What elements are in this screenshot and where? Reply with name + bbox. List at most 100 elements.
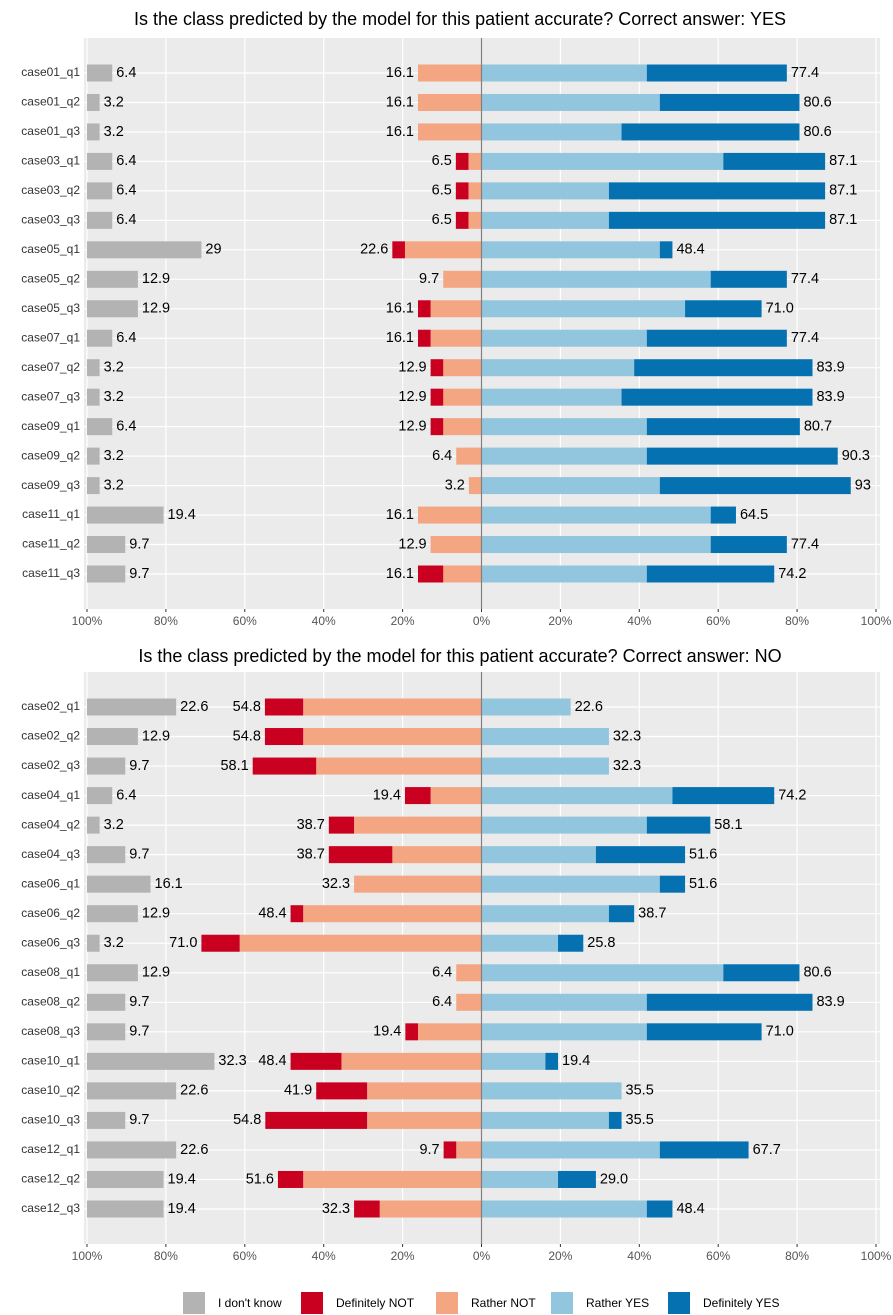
bar-segment [265, 1111, 368, 1129]
x-tick-label: 100% [72, 1249, 103, 1263]
bar-dont-know [87, 123, 100, 141]
negative-total-label: 6.4 [432, 994, 452, 1010]
positive-total-label: 32.3 [613, 728, 641, 744]
bar-segment [239, 934, 482, 952]
category-label: case10_q2 [21, 1083, 80, 1097]
bar-segment [481, 1023, 647, 1041]
negative-total-label: 54.8 [233, 699, 261, 715]
legend-swatch [183, 1292, 205, 1314]
bar-segment [455, 152, 469, 170]
category-label: case11_q3 [22, 566, 80, 580]
bar-segment [417, 565, 444, 583]
bar-dont-know [87, 329, 113, 347]
bar-segment [659, 93, 800, 111]
bar-dont-know [87, 1052, 215, 1070]
bar-segment [367, 1111, 482, 1129]
bar-segment [430, 329, 482, 347]
bar-segment [481, 1052, 546, 1070]
bar-segment [710, 506, 736, 524]
bar-segment [367, 1082, 482, 1100]
bar-dont-know [87, 447, 100, 465]
category-label: case06_q3 [21, 935, 80, 949]
positive-total-label: 38.7 [638, 906, 666, 922]
x-tick-label: 100% [72, 614, 103, 628]
bar-segment [277, 1170, 304, 1188]
negative-total-label: 6.5 [432, 153, 452, 169]
bar-segment [481, 359, 635, 377]
dont-know-label: 9.7 [129, 1112, 149, 1128]
positive-total-label: 77.4 [791, 330, 819, 346]
positive-total-label: 25.8 [587, 935, 615, 951]
category-label: case01_q2 [21, 95, 80, 109]
negative-total-label: 16.1 [386, 301, 414, 317]
dont-know-label: 9.7 [129, 758, 149, 774]
positive-total-label: 80.7 [804, 418, 832, 434]
chart-title: Is the class predicted by the model for … [134, 9, 786, 29]
bar-segment [430, 388, 444, 406]
bar-segment [316, 1082, 368, 1100]
bar-segment [379, 1200, 482, 1218]
category-label: case09_q3 [21, 478, 80, 492]
positive-total-label: 71.0 [766, 1024, 794, 1040]
x-tick-label: 100% [861, 614, 892, 628]
bar-dont-know [87, 93, 100, 111]
negative-total-label: 19.4 [373, 787, 401, 803]
bar-segment [481, 934, 559, 952]
bar-segment [328, 816, 355, 834]
category-label: case02_q1 [21, 699, 80, 713]
bar-segment [481, 300, 686, 318]
legend-label: Definitely NOT [336, 1296, 415, 1310]
dont-know-label: 6.4 [116, 787, 136, 803]
bar-segment [710, 270, 787, 288]
dont-know-label: 9.7 [129, 536, 149, 552]
bar-segment [481, 728, 609, 746]
bar-dont-know [87, 728, 138, 746]
positive-total-label: 77.4 [791, 65, 819, 81]
bar-segment [608, 1111, 622, 1129]
bar-segment [417, 329, 431, 347]
bar-segment [468, 152, 482, 170]
bar-dont-know [87, 1141, 177, 1159]
bar-segment [481, 816, 647, 834]
positive-total-label: 80.6 [803, 124, 831, 140]
dont-know-label: 12.9 [142, 728, 170, 744]
bar-segment [341, 1052, 482, 1070]
dont-know-label: 6.4 [116, 183, 136, 199]
negative-total-label: 51.6 [246, 1171, 274, 1187]
negative-total-label: 22.6 [360, 242, 388, 258]
dont-know-label: 22.6 [180, 1083, 208, 1099]
bar-segment [646, 418, 800, 436]
bar-segment [303, 1170, 482, 1188]
bar-dont-know [87, 270, 138, 288]
negative-total-label: 16.1 [386, 94, 414, 110]
positive-total-label: 32.3 [613, 758, 641, 774]
category-label: case08_q3 [21, 1024, 80, 1038]
bar-segment [646, 565, 775, 583]
x-tick-label: 0% [473, 1249, 491, 1263]
negative-total-label: 38.7 [297, 846, 325, 862]
legend-label: Rather NOT [471, 1296, 536, 1310]
bar-segment [455, 182, 469, 200]
category-label: case05_q1 [21, 242, 80, 256]
dont-know-label: 19.4 [168, 1201, 196, 1217]
positive-total-label: 51.6 [689, 876, 717, 892]
x-tick-label: 80% [785, 1249, 809, 1263]
category-label: case07_q3 [21, 389, 80, 403]
bar-segment [595, 846, 686, 864]
legend-swatch [668, 1292, 690, 1314]
bar-segment [481, 1141, 660, 1159]
category-label: case10_q3 [21, 1113, 80, 1127]
legend-label: Rather YES [586, 1296, 649, 1310]
negative-total-label: 6.4 [432, 965, 452, 981]
negative-total-label: 12.9 [398, 536, 426, 552]
bar-segment [545, 1052, 559, 1070]
x-tick-label: 80% [154, 614, 178, 628]
category-label: case12_q2 [21, 1172, 80, 1186]
x-tick-label: 20% [548, 1249, 572, 1263]
bar-segment [404, 787, 431, 805]
dont-know-label: 6.4 [116, 330, 136, 346]
category-label: case09_q1 [21, 419, 80, 433]
category-label: case01_q3 [21, 124, 80, 138]
bar-dont-know [87, 698, 177, 716]
